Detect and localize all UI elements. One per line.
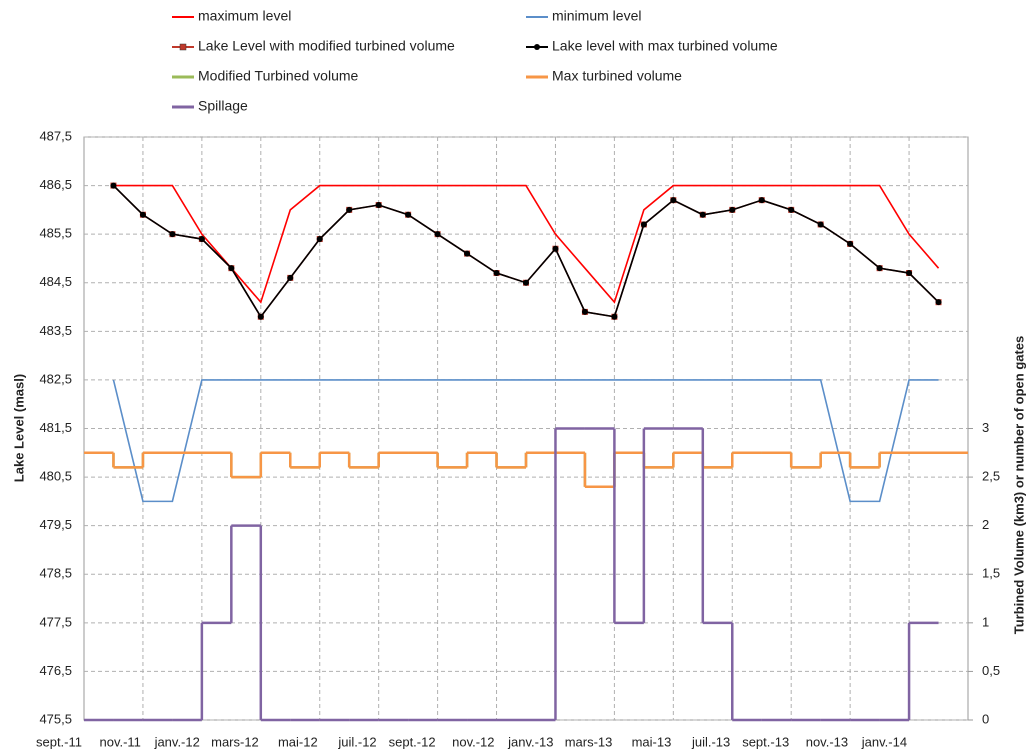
- point: [581, 308, 588, 315]
- legend-label: Modified Turbined volume: [198, 68, 359, 84]
- y2-tick-label: 2,5: [982, 469, 1000, 484]
- point: [346, 206, 353, 213]
- y-tick-label: 481,5: [39, 420, 72, 435]
- x-tick-label: juil.-13: [691, 734, 730, 749]
- x-tick-label: nov.-12: [452, 734, 494, 749]
- point: [169, 231, 176, 238]
- x-tick-label: juil.-12: [337, 734, 376, 749]
- y2-tick-label: 2: [982, 517, 989, 532]
- y-tick-label: 485,5: [39, 226, 72, 241]
- x-tick-label: janv.-12: [154, 734, 200, 749]
- x-tick-label: nov.-11: [99, 734, 140, 749]
- point: [699, 211, 706, 218]
- point: [375, 202, 382, 209]
- point: [758, 197, 765, 204]
- legend-marker: [179, 43, 187, 51]
- y-tick-label: 483,5: [39, 323, 72, 338]
- y2-tick-label: 1: [982, 614, 989, 629]
- y-tick-label: 480,5: [39, 469, 72, 484]
- y2-axis-title: Turbined Volume (km3) or number of open …: [1011, 336, 1026, 635]
- x-tick-label: mars-13: [565, 734, 613, 749]
- x-tick-label: janv.-13: [507, 734, 553, 749]
- y2-tick-label: 3: [982, 420, 989, 435]
- series-line: [112, 185, 940, 319]
- point: [405, 211, 412, 218]
- point: [906, 270, 913, 277]
- series-line: [113, 184, 940, 304]
- point: [611, 313, 618, 320]
- legend-label: Lake level with max turbined volume: [552, 38, 778, 54]
- point: [729, 206, 736, 213]
- x-tick-label: sept.-12: [389, 734, 436, 749]
- point: [817, 221, 824, 228]
- legend-label: maximum level: [198, 8, 291, 24]
- legend-label: minimum level: [552, 8, 641, 24]
- point: [670, 197, 677, 204]
- point: [552, 245, 559, 252]
- y-tick-label: 478,5: [39, 566, 72, 581]
- y-tick-label: 484,5: [39, 274, 72, 289]
- legend-label: Lake Level with modified turbined volume: [198, 38, 455, 54]
- point: [523, 279, 529, 286]
- series-line: [112, 379, 939, 503]
- y-axis-title: Lake Level (masl): [11, 374, 26, 482]
- legend: maximum level minimum level Lake Level wit…: [172, 8, 778, 114]
- point: [110, 182, 117, 189]
- point: [640, 221, 647, 228]
- y-tick-label: 479,5: [39, 517, 72, 532]
- x-tick-label: mars-12: [211, 734, 259, 749]
- legend-marker: [534, 44, 540, 50]
- y2-tick-label: 0: [982, 711, 989, 726]
- x-tick-label: mai-13: [632, 734, 672, 749]
- point: [847, 240, 854, 247]
- y-tick-label: 482,5: [39, 371, 72, 386]
- x-tick-label: nov.-13: [806, 734, 848, 749]
- point: [228, 265, 235, 272]
- point: [287, 274, 294, 281]
- y-tick-label: 477,5: [39, 614, 72, 629]
- point: [493, 270, 500, 277]
- x-tick-label: mai-12: [278, 734, 318, 749]
- y-tick-label: 486,5: [39, 177, 72, 192]
- point: [139, 211, 146, 218]
- legend-label: Spillage: [198, 98, 248, 114]
- x-tick-label: sept.-13: [742, 734, 789, 749]
- y2-tick-label: 1,5: [982, 566, 1000, 581]
- point: [464, 250, 471, 257]
- y-tick-label: 487,5: [39, 128, 72, 143]
- series-line: [112, 185, 940, 319]
- y-tick-label: 475,5: [39, 711, 72, 726]
- x-tick-label: janv.-14: [861, 734, 907, 749]
- point: [434, 231, 441, 238]
- y-tick-label: 476,5: [39, 663, 72, 678]
- point: [198, 236, 205, 243]
- point: [257, 313, 264, 320]
- point: [876, 265, 883, 272]
- x-tick-label: sept.-11: [36, 734, 82, 749]
- point: [316, 236, 323, 243]
- legend-label: Max turbined volume: [552, 68, 682, 84]
- point: [788, 206, 795, 213]
- y2-tick-label: 0,5: [982, 663, 1000, 678]
- point: [935, 299, 942, 306]
